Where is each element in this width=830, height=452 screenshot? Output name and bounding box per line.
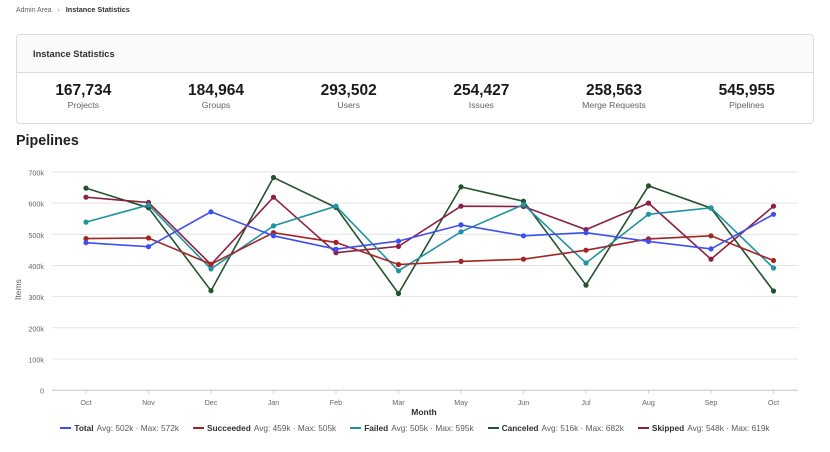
- svg-text:Oct: Oct: [768, 398, 779, 407]
- svg-text:Aug: Aug: [642, 398, 655, 407]
- svg-text:Nov: Nov: [142, 398, 155, 407]
- svg-text:100k: 100k: [28, 356, 44, 365]
- svg-text:Mar: Mar: [392, 398, 405, 407]
- svg-text:300k: 300k: [28, 293, 44, 302]
- svg-text:Feb: Feb: [330, 398, 342, 407]
- svg-text:600k: 600k: [28, 200, 44, 209]
- svg-text:Sep: Sep: [705, 398, 718, 407]
- svg-text:May: May: [454, 398, 468, 407]
- svg-text:700k: 700k: [28, 168, 44, 177]
- svg-text:400k: 400k: [28, 262, 44, 271]
- svg-text:500k: 500k: [28, 231, 44, 240]
- svg-text:200k: 200k: [28, 324, 44, 333]
- svg-text:0: 0: [40, 387, 44, 396]
- svg-text:Jan: Jan: [268, 398, 280, 407]
- svg-text:Dec: Dec: [205, 398, 218, 407]
- svg-text:Oct: Oct: [80, 398, 91, 407]
- svg-text:Jul: Jul: [581, 398, 591, 407]
- svg-text:Jun: Jun: [518, 398, 530, 407]
